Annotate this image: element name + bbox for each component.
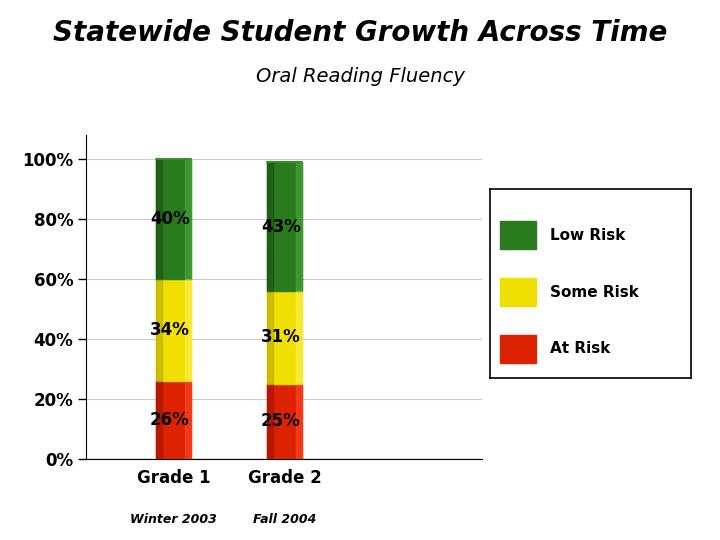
Bar	[266, 384, 273, 459]
Bar	[156, 279, 162, 381]
Bar	[156, 381, 162, 459]
Bar	[296, 291, 302, 384]
Bar	[156, 159, 192, 279]
Bar	[500, 221, 536, 249]
Bar	[296, 162, 302, 291]
Text: Oral Reading Fluency: Oral Reading Fluency	[256, 68, 464, 86]
Text: Statewide Student Growth Across Time: Statewide Student Growth Across Time	[53, 19, 667, 47]
Bar	[500, 334, 536, 363]
Bar	[185, 279, 192, 381]
Text: At Risk: At Risk	[550, 341, 611, 356]
Text: Fall 2004: Fall 2004	[253, 513, 316, 526]
Bar	[156, 159, 162, 279]
Text: Some Risk: Some Risk	[550, 285, 639, 300]
Text: 25%: 25%	[261, 413, 301, 430]
Text: 43%: 43%	[261, 218, 301, 235]
Bar	[86, 459, 482, 468]
Bar	[156, 279, 192, 381]
Bar	[266, 384, 302, 459]
Bar	[266, 291, 273, 384]
Text: 31%: 31%	[261, 328, 301, 347]
Bar	[266, 162, 302, 291]
Bar	[296, 384, 302, 459]
Bar	[156, 381, 192, 459]
Text: 26%: 26%	[150, 411, 190, 429]
Text: Winter 2003: Winter 2003	[130, 513, 217, 526]
Bar	[266, 162, 273, 291]
Bar	[185, 381, 192, 459]
Bar	[185, 159, 192, 279]
Text: 34%: 34%	[150, 321, 190, 339]
Bar	[266, 291, 302, 384]
Text: 40%: 40%	[150, 210, 190, 228]
Bar	[500, 278, 536, 306]
Text: Low Risk: Low Risk	[550, 228, 626, 243]
